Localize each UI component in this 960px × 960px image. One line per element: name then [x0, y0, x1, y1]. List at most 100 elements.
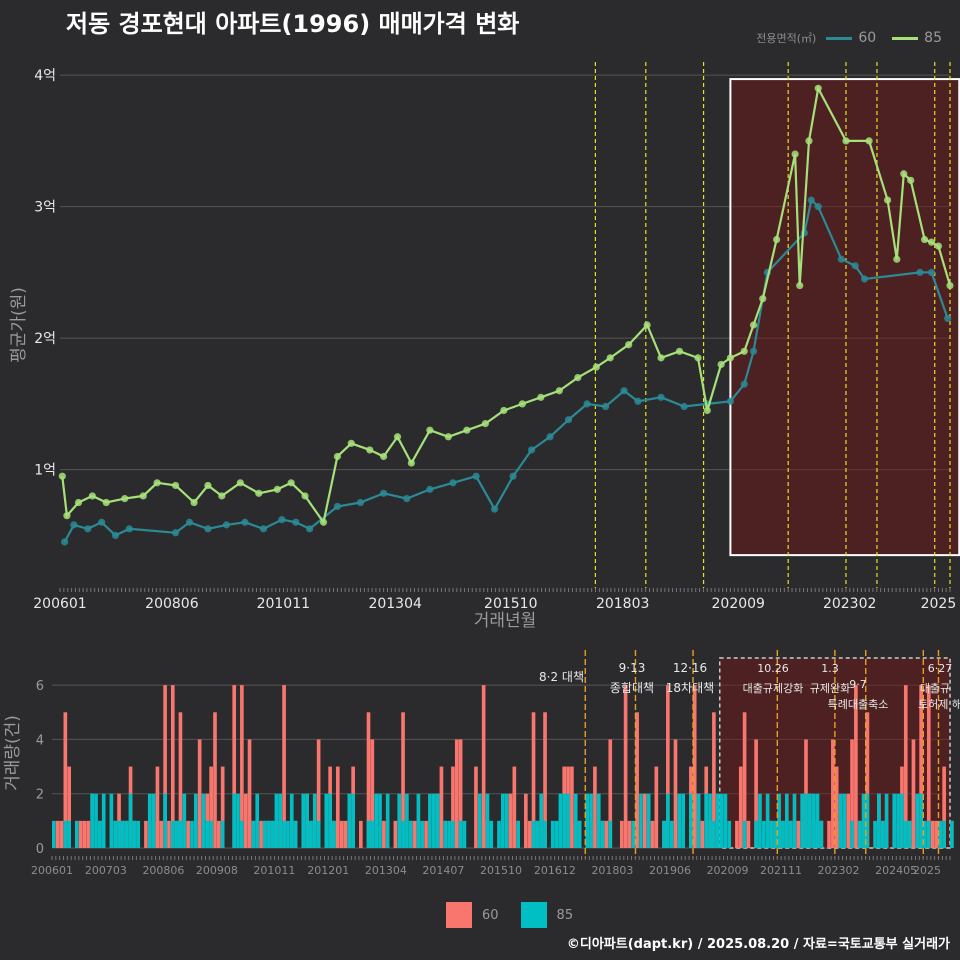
bar-60 [570, 766, 574, 848]
bar-x-tick-label: 201906 [649, 864, 691, 877]
bar-85 [431, 793, 436, 848]
bar-85 [535, 820, 540, 848]
bar-85 [332, 820, 336, 848]
bar-85 [205, 820, 210, 848]
bar-85 [428, 793, 432, 848]
bar-85 [573, 793, 578, 848]
data-point-85 [88, 492, 96, 500]
data-point-60 [259, 525, 268, 533]
bar-85 [458, 820, 463, 848]
bar-60 [439, 766, 444, 848]
bar-85 [577, 820, 582, 848]
data-point-60 [749, 347, 758, 355]
bar-85 [900, 793, 904, 848]
bar-60 [903, 685, 908, 848]
bar-85 [52, 820, 56, 848]
bar-85 [109, 793, 114, 848]
data-point-85 [740, 347, 748, 355]
bar-85 [270, 820, 275, 848]
data-point-85 [907, 176, 915, 184]
data-point-60 [98, 518, 106, 526]
data-point-60 [403, 494, 411, 503]
bar-60 [604, 820, 609, 848]
bar-60 [393, 820, 398, 848]
bar-85 [950, 820, 954, 848]
bar-85 [669, 820, 674, 848]
bar-60 [335, 766, 340, 848]
bar-85 [808, 793, 812, 848]
bar-60 [527, 820, 532, 848]
bar-85 [907, 820, 912, 848]
bar-85 [903, 820, 908, 848]
bar-85 [378, 793, 382, 848]
bar-85 [880, 820, 885, 848]
bar-x-tick-label: 201304 [365, 864, 407, 877]
bar-60 [827, 820, 831, 848]
data-point-60 [527, 446, 536, 454]
bar-60 [170, 685, 175, 848]
bar-85 [543, 820, 547, 848]
data-point-85 [703, 406, 711, 415]
bar-85 [554, 820, 559, 848]
bar-y-tick-label: 4 [36, 733, 44, 748]
data-point-60 [356, 498, 365, 507]
bar-60 [919, 685, 923, 848]
bar-x-tick-label: 2025 [913, 864, 941, 877]
bar-x-tick-label: 202009 [707, 864, 749, 877]
data-point-85 [500, 406, 508, 415]
bar-85 [504, 793, 509, 848]
bar-85 [804, 793, 808, 848]
bar-85 [347, 793, 352, 848]
bar-85 [761, 820, 766, 848]
bar-85 [646, 793, 651, 848]
bar-85 [558, 793, 563, 848]
bar-85 [497, 820, 501, 848]
bar-60 [178, 712, 183, 848]
bar-y-tick-label: 0 [36, 842, 44, 857]
bar-85 [715, 793, 720, 848]
bar-85 [819, 820, 824, 848]
legend-swatch-60 [826, 36, 853, 40]
bar-85 [151, 793, 156, 848]
bar-85 [781, 820, 785, 848]
bar-60 [401, 712, 405, 848]
data-point-85 [537, 393, 545, 401]
data-point-85 [255, 489, 263, 497]
bar-60 [474, 766, 478, 848]
data-point-60 [426, 485, 434, 493]
bar-x-tick-label: 201011 [253, 864, 295, 877]
data-point-85 [121, 494, 129, 503]
bar-85 [769, 820, 774, 848]
bar-85 [773, 820, 778, 848]
bar-85 [896, 793, 900, 848]
legend-top: 전용면적(㎡) 60 85 [756, 30, 952, 46]
data-point-85 [726, 354, 734, 362]
bar-85 [850, 820, 854, 848]
bar-85 [919, 793, 923, 848]
bar-x-tick-label: 202302 [818, 864, 860, 877]
bar-x-tick-label: 200908 [196, 864, 238, 877]
bar-x-tick-label: 200703 [85, 864, 127, 877]
bar-85 [90, 793, 95, 848]
bar-85 [719, 793, 724, 848]
annotation-date: 6·27 [928, 662, 953, 675]
bar-60 [543, 712, 547, 848]
bar-85 [477, 793, 482, 848]
bar-60 [930, 820, 935, 848]
bar-85 [489, 820, 494, 848]
data-point-60 [860, 275, 869, 283]
bar-60 [186, 820, 190, 848]
bar-60 [524, 793, 528, 848]
bar-60 [155, 766, 160, 848]
bar-60 [531, 712, 536, 848]
bar-60 [926, 685, 931, 848]
bar-y-axis-label: 거래량(건) [3, 715, 23, 791]
bar-85 [815, 793, 820, 848]
data-point-85 [153, 479, 161, 487]
bar-60 [850, 739, 854, 848]
annotation-text: 특례대출축소 [828, 698, 889, 711]
data-point-85 [920, 235, 929, 244]
bar-85 [451, 820, 455, 848]
bar-60 [623, 685, 628, 848]
